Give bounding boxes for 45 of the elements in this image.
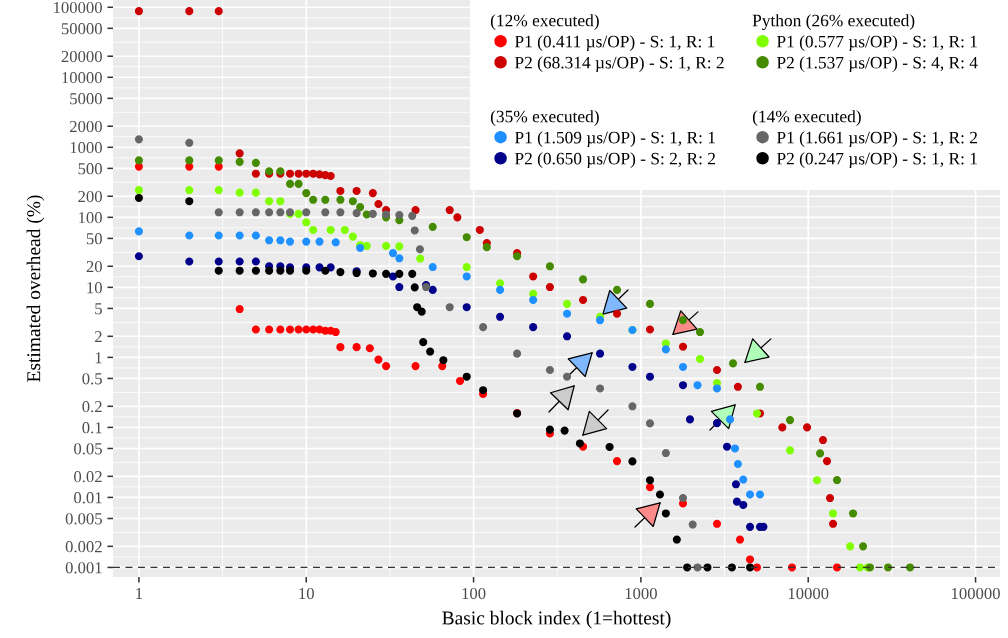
annotation: Python (26% executed) [752,14,915,30]
x-axis-title: Basic block index (1=hottest) [442,610,671,629]
y-tick-label: 0.02 [74,471,102,483]
legend-label: P1 (1.661 µs/OP) - S: 1, R: 2 [776,131,977,147]
y-tick-label: 0.002 [65,541,102,553]
y-tick-label: 10000 [62,71,102,84]
y-tick-label: 500 [78,163,102,175]
y-tick-label: 0.01 [74,492,102,504]
x-tick-label: 10 [299,587,314,600]
legend-label: P1 (0.411 µs/OP) - S: 1, R: 1 [514,35,715,51]
y-tick-label: 1000 [70,142,102,154]
annotation: (12% executed) [490,14,599,30]
x-tick-label: 1 [136,587,143,599]
y-tick-label: 20000 [61,50,102,63]
y-axis-title: Estimated overhead (%) [26,195,45,382]
y-tick-label: 0.001 [65,562,102,574]
annotation: (14% executed) [752,110,861,126]
y-tick-label: 0.1 [82,422,102,434]
annotation: (35% executed) [490,110,599,126]
legend-label: P2 (0.247 µs/OP) - S: 1, R: 1 [776,152,977,169]
legend-label: P2 (68.314 µs/OP) - S: 1, R: 2 [514,56,724,73]
y-tick-label: 0.5 [82,373,102,385]
y-tick-label: 50 [86,233,102,245]
y-tick-label: 100000 [54,1,102,14]
y-tick-label: 5 [95,303,102,315]
y-tick-label: 200 [78,190,102,203]
x-tick-label: 100 [462,587,486,600]
y-tick-label: 0.05 [74,443,102,455]
x-tick-label: 100000 [952,587,1000,600]
x-tick-label: 1000 [625,587,657,600]
x-tick-label: 10000 [788,587,829,600]
y-tick-label: 0.005 [65,513,102,525]
y-tick-label: 5000 [70,93,102,105]
y-tick-label: 0.2 [82,401,102,413]
y-tick-label: 1 [95,352,102,364]
legend-label: P1 (1.509 µs/OP) - S: 1, R: 1 [514,131,715,147]
legend-label: P2 (0.650 µs/OP) - S: 2, R: 2 [514,152,715,169]
legend-label: P2 (1.537 µs/OP) - S: 4, R: 4 [776,56,978,73]
y-tick-label: 10 [87,282,102,294]
legend-label: P1 (0.577 µs/OP) - S: 1, R: 1 [776,35,977,51]
y-tick-label: 20 [86,260,102,273]
y-tick-label: 2000 [69,120,102,133]
y-tick-label: 100 [79,212,102,224]
y-tick-label: 50000 [61,23,102,35]
y-tick-label: 2 [94,331,102,343]
